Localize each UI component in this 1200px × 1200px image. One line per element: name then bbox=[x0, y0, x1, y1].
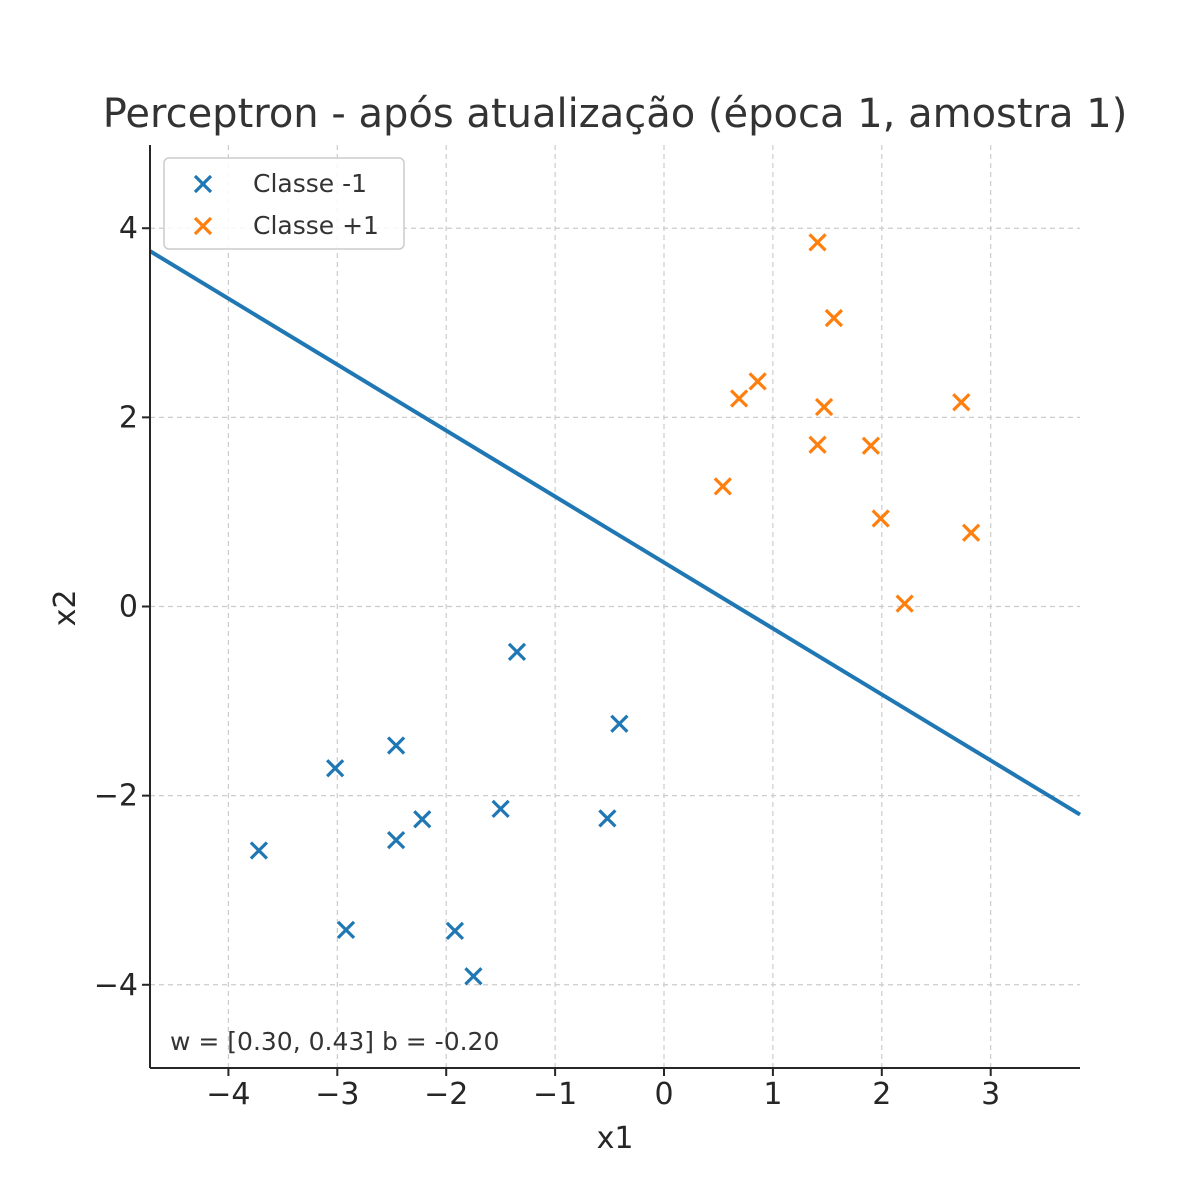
x-tick-label: 2 bbox=[872, 1077, 891, 1112]
legend-label: Classe -1 bbox=[253, 169, 367, 198]
point-classe-neg1 bbox=[249, 841, 269, 860]
point-classe-pos1 bbox=[895, 594, 914, 613]
x-tick-label: 0 bbox=[654, 1077, 673, 1112]
x-tick-label: 1 bbox=[763, 1077, 782, 1112]
x-axis-label: x1 bbox=[597, 1121, 634, 1156]
y-tick-label: −2 bbox=[94, 779, 138, 814]
decision-boundary-layer bbox=[148, 249, 1082, 817]
point-classe-neg1 bbox=[491, 799, 510, 819]
decision-boundary-line bbox=[148, 249, 1082, 817]
point-classe-neg1 bbox=[386, 736, 406, 755]
x-tick-label: 3 bbox=[981, 1077, 1000, 1112]
point-classe-neg1 bbox=[464, 967, 483, 986]
legend-marker bbox=[193, 174, 213, 194]
point-classe-neg1 bbox=[445, 921, 465, 941]
y-tick-label: −4 bbox=[94, 968, 138, 1003]
point-classe-pos1 bbox=[871, 509, 890, 528]
y-axis-label: x2 bbox=[48, 590, 83, 627]
x-tick-label: −2 bbox=[424, 1077, 468, 1112]
grid bbox=[150, 145, 1080, 1068]
point-classe-pos1 bbox=[808, 233, 827, 252]
point-classe-pos1 bbox=[952, 393, 971, 412]
weights-annotation: w = [0.30, 0.43] b = -0.20 bbox=[170, 1027, 499, 1056]
point-classe-pos1 bbox=[730, 389, 749, 408]
point-classe-neg1 bbox=[610, 714, 629, 733]
y-tick-label: 2 bbox=[119, 400, 138, 435]
legend-marker bbox=[193, 216, 213, 236]
point-classe-pos1 bbox=[961, 523, 981, 542]
legend-label: Classe +1 bbox=[253, 211, 379, 240]
y-tick-label: 4 bbox=[119, 211, 138, 246]
point-classe-pos1 bbox=[824, 308, 844, 328]
x-tick-label: −3 bbox=[315, 1077, 359, 1112]
point-classe-pos1 bbox=[713, 477, 732, 496]
point-classe-pos1 bbox=[861, 436, 881, 455]
legend: Classe -1 Classe +1 bbox=[163, 157, 405, 250]
point-classe-neg1 bbox=[386, 830, 406, 850]
point-classe-neg1 bbox=[413, 810, 432, 829]
y-tick-label: 0 bbox=[119, 590, 138, 625]
point-classe-neg1 bbox=[325, 759, 345, 778]
point-classe-pos1 bbox=[748, 372, 767, 391]
x-tick-label: −4 bbox=[206, 1077, 250, 1112]
chart-title: Perceptron - após atualização (época 1, … bbox=[103, 91, 1128, 137]
point-classe-neg1 bbox=[336, 920, 356, 940]
point-classe-neg1 bbox=[507, 642, 527, 662]
legend-items: Classe -1 Classe +1 bbox=[193, 169, 379, 240]
x-tick-label: −1 bbox=[533, 1077, 577, 1112]
point-classe-pos1 bbox=[814, 397, 834, 417]
point-classe-neg1 bbox=[598, 809, 617, 828]
axes: −4 −3 −2 −1 0 1 2 3 −4 −2 0 2 4 bbox=[94, 145, 1080, 1112]
data-points bbox=[249, 233, 981, 986]
point-classe-pos1 bbox=[808, 435, 827, 454]
legend-box bbox=[163, 157, 405, 250]
